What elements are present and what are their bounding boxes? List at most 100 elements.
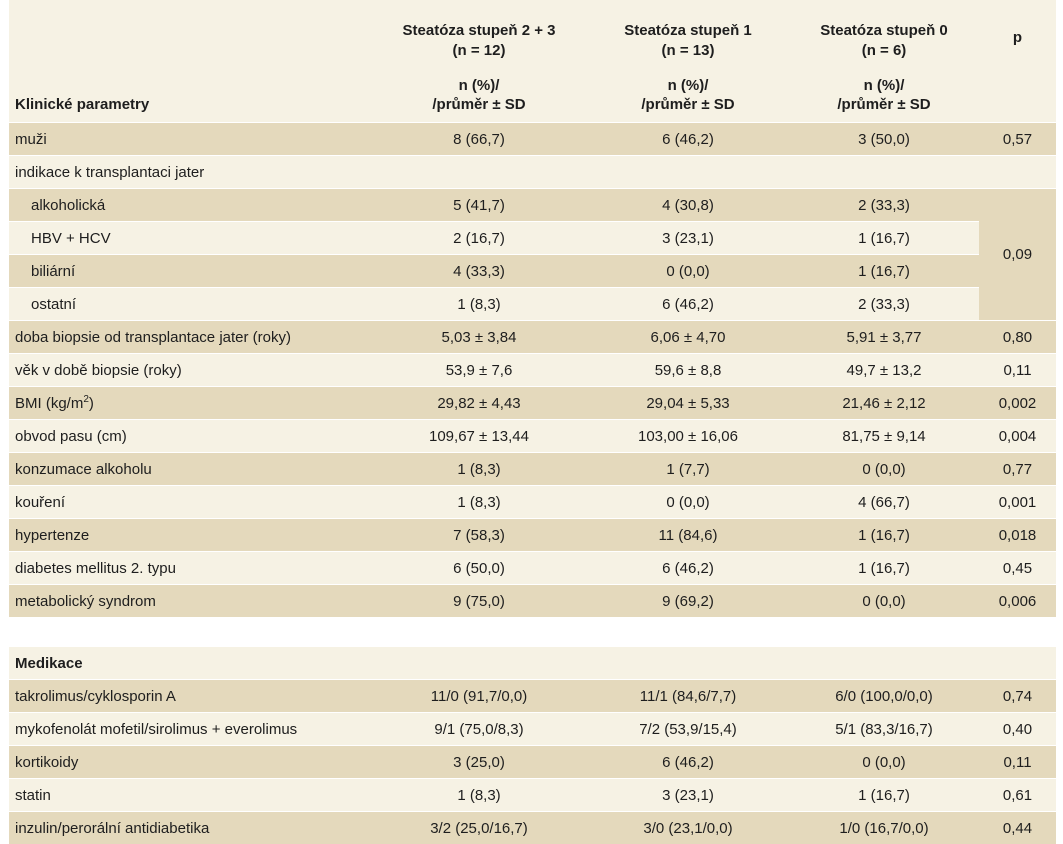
row-label: takrolimus/cyklosporin A xyxy=(9,680,371,713)
cell-group-1: 53,9 ± 7,6 xyxy=(371,354,587,387)
cell-group-2 xyxy=(587,156,789,189)
spacer-cell xyxy=(9,617,1056,647)
table-row: HBV + HCV 2 (16,7) 3 (23,1) 1 (16,7) xyxy=(9,222,1056,255)
row-label: BMI (kg/m2) xyxy=(9,387,371,420)
cell-group-3: 81,75 ± 9,14 xyxy=(789,420,979,453)
cell-group-1: 9 (75,0) xyxy=(371,585,587,618)
table-row: hypertenze 7 (58,3) 11 (84,6) 1 (16,7) 0… xyxy=(9,519,1056,552)
table-row: diabetes mellitus 2. typu 6 (50,0) 6 (46… xyxy=(9,552,1056,585)
row-label: konzumace alkoholu xyxy=(9,453,371,486)
cell-p: 0,61 xyxy=(979,779,1056,812)
table-row: biliární 4 (33,3) 0 (0,0) 1 (16,7) xyxy=(9,255,1056,288)
cell-p: 0,44 xyxy=(979,812,1056,844)
stat-header-2: n (%)/ /průměr ± SD xyxy=(587,74,789,123)
table-row: metabolický syndrom 9 (75,0) 9 (69,2) 0 … xyxy=(9,585,1056,618)
label-text-end: ) xyxy=(89,395,94,412)
cell-group-3: 1 (16,7) xyxy=(789,255,979,288)
row-label: statin xyxy=(9,779,371,812)
group-header-3: Steatóza stupeň 0 (n = 6) xyxy=(789,0,979,74)
p-header: p xyxy=(979,0,1056,74)
label-text: BMI (kg/m xyxy=(15,395,83,412)
row-label: indikace k transplantaci jater xyxy=(9,156,371,189)
group-name: Steatóza stupeň 0 xyxy=(795,21,973,41)
section-blank xyxy=(789,647,979,680)
table-row: muži 8 (66,7) 6 (46,2) 3 (50,0) 0,57 xyxy=(9,123,1056,156)
table-row: kouření 1 (8,3) 0 (0,0) 4 (66,7) 0,001 xyxy=(9,486,1056,519)
cell-group-1: 5 (41,7) xyxy=(371,189,587,222)
row-label: metabolický syndrom xyxy=(9,585,371,618)
group-n: (n = 13) xyxy=(593,41,783,61)
row-label: kouření xyxy=(9,486,371,519)
cell-group-1: 29,82 ± 4,43 xyxy=(371,387,587,420)
group-n: (n = 12) xyxy=(377,41,581,61)
cell-group-1: 3/2 (25,0/16,7) xyxy=(371,812,587,844)
cell-group-2: 11 (84,6) xyxy=(587,519,789,552)
row-label: HBV + HCV xyxy=(9,222,371,255)
cell-group-2: 103,00 ± 16,06 xyxy=(587,420,789,453)
cell-group-2: 1 (7,7) xyxy=(587,453,789,486)
cell-p: 0,74 xyxy=(979,680,1056,713)
cell-group-3: 49,7 ± 13,2 xyxy=(789,354,979,387)
table-row: statin 1 (8,3) 3 (23,1) 1 (16,7) 0,61 xyxy=(9,779,1056,812)
cell-group-3: 3 (50,0) xyxy=(789,123,979,156)
cell-group-1: 11/0 (91,7/0,0) xyxy=(371,680,587,713)
row-label: diabetes mellitus 2. typu xyxy=(9,552,371,585)
cell-group-2: 9 (69,2) xyxy=(587,585,789,618)
cell-group-3: 1 (16,7) xyxy=(789,222,979,255)
cell-group-2: 7/2 (53,9/15,4) xyxy=(587,713,789,746)
cell-group-3: 0 (0,0) xyxy=(789,746,979,779)
cell-group-1: 3 (25,0) xyxy=(371,746,587,779)
group-header-2: Steatóza stupeň 1 (n = 13) xyxy=(587,0,789,74)
cell-group-3: 2 (33,3) xyxy=(789,189,979,222)
cell-group-2: 6 (46,2) xyxy=(587,746,789,779)
stat-header-1: n (%)/ /průměr ± SD xyxy=(371,74,587,123)
cell-group-2: 3 (23,1) xyxy=(587,222,789,255)
table-row: konzumace alkoholu 1 (8,3) 1 (7,7) 0 (0,… xyxy=(9,453,1056,486)
cell-group-1: 6 (50,0) xyxy=(371,552,587,585)
cell-group-1: 8 (66,7) xyxy=(371,123,587,156)
cell-group-2: 6,06 ± 4,70 xyxy=(587,321,789,354)
group-name: Steatóza stupeň 2 + 3 xyxy=(377,21,581,41)
cell-group-3: 2 (33,3) xyxy=(789,288,979,321)
cell-p: 0,45 xyxy=(979,552,1056,585)
stat-line: n (%)/ xyxy=(593,76,783,95)
cell-group-1: 1 (8,3) xyxy=(371,779,587,812)
row-label: mykofenolát mofetil/sirolimus + everolim… xyxy=(9,713,371,746)
section-blank xyxy=(979,647,1056,680)
cell-group-3: 1 (16,7) xyxy=(789,552,979,585)
cell-group-1: 4 (33,3) xyxy=(371,255,587,288)
cell-p: 0,018 xyxy=(979,519,1056,552)
row-label: hypertenze xyxy=(9,519,371,552)
cell-group-2: 0 (0,0) xyxy=(587,255,789,288)
row-label: kortikoidy xyxy=(9,746,371,779)
cell-group-1: 1 (8,3) xyxy=(371,288,587,321)
cell-group-1 xyxy=(371,156,587,189)
cell-p: 0,001 xyxy=(979,486,1056,519)
cell-group-1: 9/1 (75,0/8,3) xyxy=(371,713,587,746)
cell-group-3: 6/0 (100,0/0,0) xyxy=(789,680,979,713)
row-label: doba biopsie od transplantace jater (rok… xyxy=(9,321,371,354)
table-row: obvod pasu (cm) 109,67 ± 13,44 103,00 ± … xyxy=(9,420,1056,453)
stat-line: /průměr ± SD xyxy=(795,95,973,114)
cell-group-3: 1 (16,7) xyxy=(789,519,979,552)
section-blank xyxy=(587,647,789,680)
spacer-row xyxy=(9,617,1056,647)
cell-group-1: 1 (8,3) xyxy=(371,486,587,519)
cell-group-2: 0 (0,0) xyxy=(587,486,789,519)
row-label: obvod pasu (cm) xyxy=(9,420,371,453)
table-row: alkoholická 5 (41,7) 4 (30,8) 2 (33,3) 0… xyxy=(9,189,1056,222)
cell-p: 0,77 xyxy=(979,453,1056,486)
cell-p: 0,11 xyxy=(979,354,1056,387)
cell-group-1: 5,03 ± 3,84 xyxy=(371,321,587,354)
cell-p: 0,004 xyxy=(979,420,1056,453)
stat-header-3: n (%)/ /průměr ± SD xyxy=(789,74,979,123)
table-row: mykofenolát mofetil/sirolimus + everolim… xyxy=(9,713,1056,746)
cell-group-3: 5/1 (83,3/16,7) xyxy=(789,713,979,746)
group-n: (n = 6) xyxy=(795,41,973,61)
section-header-row: Medikace xyxy=(9,647,1056,680)
table-row: doba biopsie od transplantace jater (rok… xyxy=(9,321,1056,354)
cell-group-3: 0 (0,0) xyxy=(789,453,979,486)
page: Klinické parametry Steatóza stupeň 2 + 3… xyxy=(0,0,1063,800)
section-title: Medikace xyxy=(9,647,371,680)
table-row: věk v době biopsie (roky) 53,9 ± 7,6 59,… xyxy=(9,354,1056,387)
